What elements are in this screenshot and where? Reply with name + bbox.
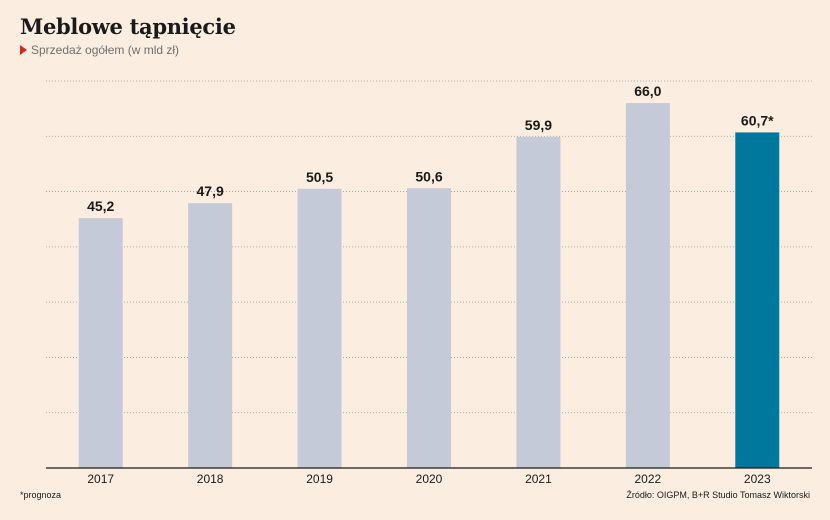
value-label-2021: 59,9 [525, 117, 552, 133]
triangle-marker-icon [20, 45, 27, 55]
bar-2022 [625, 103, 670, 468]
value-label-2020: 50,6 [415, 168, 442, 184]
value-label-2022: 66,0 [634, 83, 661, 99]
bar-2020 [407, 188, 451, 469]
x-tick-2021: 2021 [525, 472, 552, 486]
x-tick-2017: 2017 [87, 472, 114, 486]
value-labels: 45,2 47,9 50,5 50,6 59,9 66,0 60,7* [87, 83, 774, 214]
chart-subtitle: Sprzedaż ogółem (w mld zł) [31, 43, 180, 57]
value-label-2018: 47,9 [197, 183, 224, 199]
chart-title: Meblowe tąpnięcie [20, 14, 236, 39]
value-label-2019: 50,5 [306, 169, 333, 185]
x-tick-2022: 2022 [635, 472, 662, 486]
bars [78, 103, 780, 469]
x-tick-labels: 2017 2018 2019 2020 2021 2022 2023 [87, 472, 771, 486]
source-note: Źródło: OIGPM, B+R Studio Tomasz Wiktors… [626, 490, 810, 500]
x-tick-2020: 2020 [416, 472, 443, 486]
x-tick-2018: 2018 [197, 472, 224, 486]
bar-2023 [735, 132, 780, 468]
x-tick-2023: 2023 [744, 472, 771, 486]
bar-2018 [188, 203, 233, 468]
value-label-2023: 60,7* [741, 112, 774, 128]
bar-2021 [516, 136, 561, 469]
value-label-2017: 45,2 [87, 198, 114, 214]
bar-2019 [297, 188, 342, 469]
x-tick-2019: 2019 [306, 472, 333, 486]
subtitle-row: Sprzedaż ogółem (w mld zł) [20, 43, 179, 57]
footnote: *prognoza [20, 490, 62, 500]
bar-2017 [78, 218, 123, 468]
